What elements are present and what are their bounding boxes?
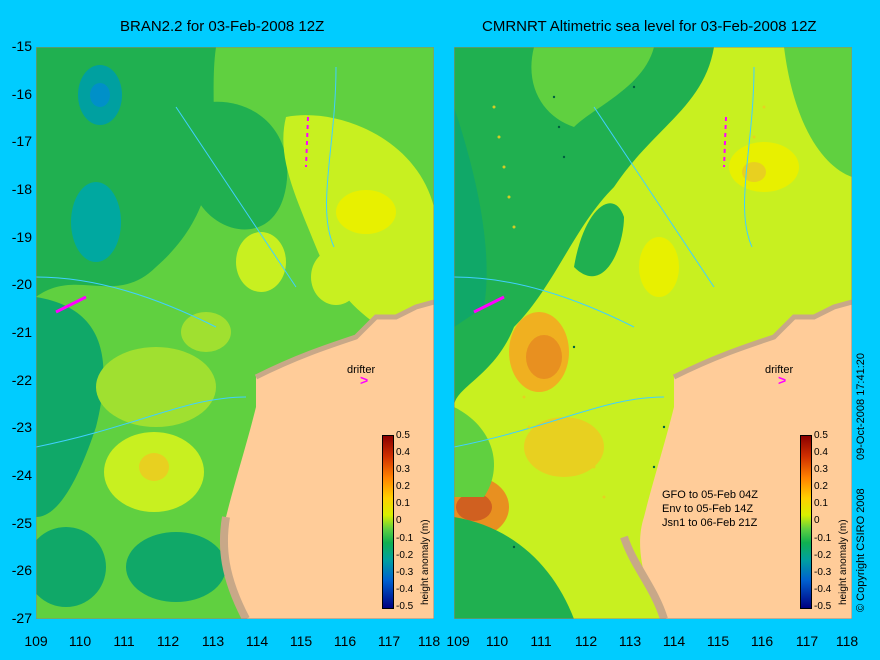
y-tick-label: -19 bbox=[11, 229, 32, 245]
colorbar-tick: -0.1 bbox=[814, 533, 832, 544]
x-tick-label: 110 bbox=[68, 633, 92, 649]
y-tick-label: -17 bbox=[11, 133, 32, 149]
colorbar-tick: -0.5 bbox=[396, 601, 414, 612]
colorbar-tick: 0 bbox=[396, 515, 402, 526]
x-tick-label: 112 bbox=[156, 633, 180, 649]
colorbar-tick: -0.2 bbox=[396, 550, 414, 561]
x-tick-label: 118 bbox=[417, 633, 441, 649]
y-tick-label: -20 bbox=[11, 276, 32, 292]
colorbar-tick: -0.4 bbox=[396, 584, 414, 595]
left-map-title: BRAN2.2 for 03-Feb-2008 12Z bbox=[120, 18, 325, 35]
x-tick-label: 110 bbox=[485, 633, 509, 649]
y-tick-label: -23 bbox=[11, 419, 32, 435]
legend-entry: GFO to 05-Feb 04Z bbox=[662, 489, 758, 501]
timestamp-text: 09-Oct-2008 17:41:20 bbox=[855, 352, 867, 460]
x-tick-label: 118 bbox=[835, 633, 859, 649]
x-tick-label: 115 bbox=[706, 633, 730, 649]
y-tick-label: -21 bbox=[11, 324, 32, 340]
y-tick-label: -18 bbox=[11, 181, 32, 197]
x-tick-label: 111 bbox=[530, 633, 552, 649]
right-map bbox=[454, 47, 852, 619]
y-tick-label: -25 bbox=[11, 515, 32, 531]
y-tick-label: -24 bbox=[11, 467, 32, 483]
colorbar-tick: 0.3 bbox=[396, 464, 410, 475]
legend-entry: Env to 05-Feb 14Z bbox=[662, 503, 754, 515]
colorbar-tick: -0.1 bbox=[396, 533, 414, 544]
x-tick-label: 117 bbox=[795, 633, 819, 649]
left-drifter-label: drifter bbox=[347, 364, 376, 376]
x-tick-label: 115 bbox=[289, 633, 313, 649]
x-tick-label: 114 bbox=[245, 633, 269, 649]
y-tick-label: -22 bbox=[11, 372, 32, 388]
colorbar-tick: -0.2 bbox=[814, 550, 832, 561]
x-tick-label: 114 bbox=[662, 633, 686, 649]
colorbar-tick: 0.2 bbox=[814, 481, 828, 492]
legend-entry: Jsn1 to 06-Feb 21Z bbox=[662, 517, 758, 529]
right-map-title: CMRNRT Altimetric sea level for 03-Feb-2… bbox=[482, 18, 817, 35]
copyright-text: © Copyright CSIRO 2008 bbox=[855, 488, 867, 612]
colorbar-tick: -0.5 bbox=[814, 601, 832, 612]
colorbar-tick: -0.4 bbox=[814, 584, 832, 595]
y-tick-label: -16 bbox=[11, 86, 32, 102]
x-tick-label: 109 bbox=[24, 633, 48, 649]
colorbar-tick: 0.4 bbox=[396, 447, 410, 458]
x-tick-label: 113 bbox=[618, 633, 642, 649]
x-tick-label: 111 bbox=[113, 633, 135, 649]
left-drifter-arrow-icon: > bbox=[360, 372, 369, 388]
colorbar-tick: -0.3 bbox=[396, 567, 414, 578]
colorbar-tick: 0.4 bbox=[814, 447, 828, 458]
right-colorbar-gradient bbox=[800, 435, 812, 609]
right-drifter-label: drifter bbox=[765, 364, 794, 376]
colorbar-tick: 0.3 bbox=[814, 464, 828, 475]
colorbar-label: height anomaly (m) bbox=[838, 519, 849, 605]
x-tick-label: 113 bbox=[201, 633, 225, 649]
colorbar-tick: 0.5 bbox=[814, 430, 828, 441]
x-tick-label: 116 bbox=[750, 633, 774, 649]
right-map-canvas bbox=[454, 47, 852, 619]
colorbar-tick: 0 bbox=[814, 515, 820, 526]
colorbar-tick: 0.1 bbox=[814, 498, 828, 509]
left-colorbar-gradient bbox=[382, 435, 394, 609]
x-tick-label: 117 bbox=[377, 633, 401, 649]
left-map bbox=[36, 47, 434, 619]
x-tick-label: 116 bbox=[333, 633, 357, 649]
colorbar-tick: -0.3 bbox=[814, 567, 832, 578]
colorbar-tick: 0.5 bbox=[396, 430, 410, 441]
colorbar-tick: 0.2 bbox=[396, 481, 410, 492]
right-drifter-arrow-icon: > bbox=[778, 372, 787, 388]
colorbar-tick: 0.1 bbox=[396, 498, 410, 509]
y-tick-label: -15 bbox=[11, 38, 32, 54]
y-tick-label: -26 bbox=[11, 562, 32, 578]
x-tick-label: 109 bbox=[446, 633, 470, 649]
left-map-canvas bbox=[36, 47, 434, 619]
y-tick-label: -27 bbox=[11, 610, 32, 626]
x-tick-label: 112 bbox=[574, 633, 598, 649]
colorbar-label: height anomaly (m) bbox=[420, 519, 431, 605]
